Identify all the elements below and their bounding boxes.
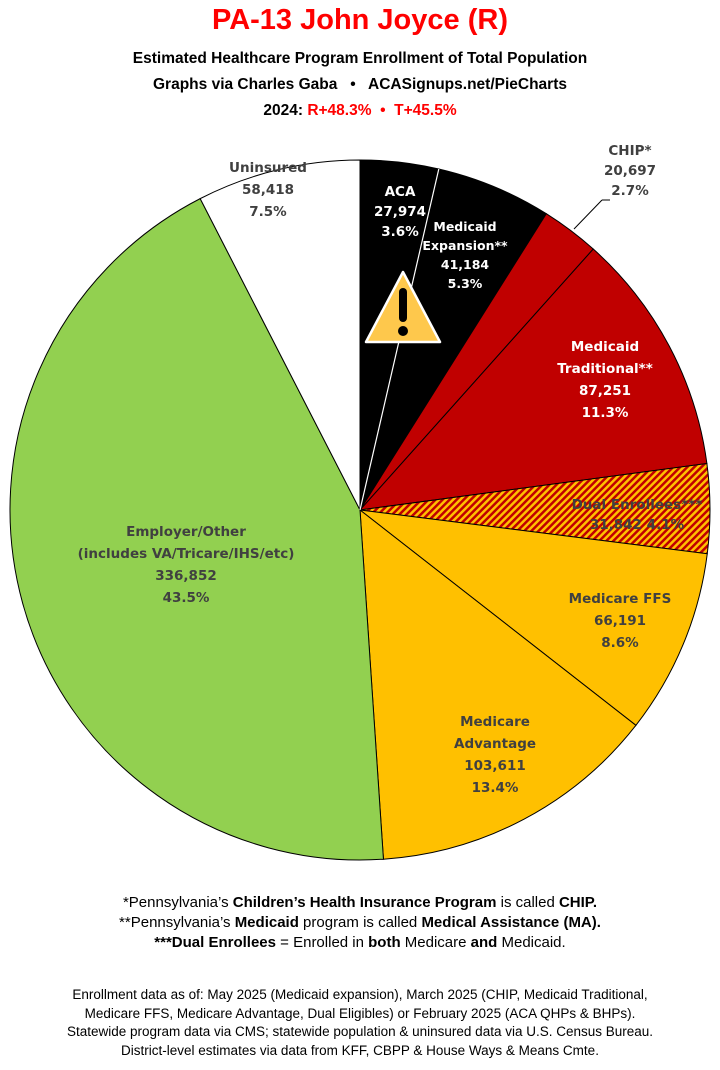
slice-value: 41,184: [440, 257, 490, 272]
footnote-text: *Pennsylvania’s: [122, 894, 233, 911]
slice-percent: 8.6%: [601, 635, 639, 651]
slice-value: 31,842: [589, 517, 642, 533]
slice-label: Advantage: [453, 736, 537, 752]
pie-slice-uninsured: [199, 159, 361, 511]
chart-title: PA-13 John Joyce (R): [212, 4, 508, 36]
slice-percent: 3.6%: [381, 224, 419, 240]
slice-value: 58,418: [241, 182, 295, 198]
footnote-bold-text: ***Dual Enrollees: [154, 934, 276, 951]
slice-value: 27,974: [373, 204, 427, 220]
pie-slice-medicare-ffs: [358, 509, 708, 727]
margin-values: R+48.3% • T+45.5%: [307, 102, 457, 119]
footnote-line: ***Dual Enrollees = Enrolled in both Med…: [0, 933, 720, 953]
slice-percent: 7.5%: [249, 204, 287, 220]
slice-percent: 11.3%: [581, 405, 629, 421]
footnote-bold-text: and: [470, 934, 498, 951]
footnote-bold-text: Medicaid: [234, 914, 299, 931]
slice-label: Medicaid: [570, 339, 640, 355]
slice-percent: 13.4%: [471, 780, 519, 796]
chart-subtitle: Estimated Healthcare Program Enrollment …: [132, 50, 588, 67]
footnote-bold-text: CHIP.: [558, 894, 598, 911]
footnote-text: program is called: [298, 914, 422, 931]
slice-percent: 43.5%: [162, 590, 210, 606]
slice-value: 20,697: [603, 163, 657, 179]
footnote-text: is called: [496, 894, 559, 911]
slice-sublabel: (includes VA/Tricare/IHS/etc): [77, 546, 295, 562]
slice-label: Employer/Other: [126, 524, 246, 540]
footnote-bold-text: both: [368, 934, 401, 951]
label-medicaid-traditional: Medicaid Traditional** 87,251 11.3%: [557, 336, 653, 424]
label-dual-enrollees: Dual Enrollees*** 31,842 4.1%: [572, 495, 703, 535]
source-line: District-level estimates via data from K…: [121, 1042, 599, 1058]
slice-label: Expansion**: [422, 238, 508, 253]
slice-label: Medicare: [460, 714, 530, 730]
slice-value: 336,852: [155, 568, 217, 584]
slice-value: 66,191: [593, 613, 647, 629]
slice-percent: 5.3%: [447, 276, 483, 291]
label-employer-other: Employer/Other (includes VA/Tricare/IHS/…: [78, 521, 295, 609]
slice-label: Medicaid: [433, 219, 497, 234]
source-line: Statewide program data via CMS; statewid…: [66, 1024, 654, 1039]
election-margins: 2024: R+48.3% • T+45.5%: [0, 102, 720, 120]
footnote-line: *Pennsylvania’s Children’s Health Insura…: [0, 893, 720, 913]
footnote-text: Medicaid.: [497, 934, 566, 951]
footnote-text: Medicare: [400, 934, 471, 951]
footnote-text: = Enrolled in: [276, 934, 369, 951]
pie-slice-medicaid-traditional: [358, 248, 708, 511]
warning-triangle-icon: [364, 270, 442, 344]
footnote-line: **Pennsylvania’s Medicaid program is cal…: [0, 913, 720, 933]
source-line: Enrollment data as of: May 2025 (Medicai…: [72, 987, 648, 1002]
label-chip: CHIP* 20,697 2.7%: [604, 141, 656, 201]
slice-value: 87,251: [578, 383, 632, 399]
source-notes: Enrollment data as of: May 2025 (Medicai…: [0, 986, 720, 1060]
label-medicare-advantage: Medicare Advantage 103,611 13.4%: [454, 711, 536, 799]
slice-label: Traditional**: [557, 361, 653, 377]
footnote-text: **Pennsylvania’s: [119, 914, 235, 931]
pie-slice-employer-other: [9, 197, 384, 861]
slice-label: ACA: [384, 184, 416, 200]
chart-credit: Graphs via Charles Gaba • ACASignups.net…: [153, 76, 567, 93]
slice-percent: 2.7%: [611, 183, 649, 199]
chip-leader-line: [573, 199, 603, 230]
label-aca: ACA 27,974 3.6%: [374, 182, 426, 242]
margin-prefix: 2024:: [263, 102, 308, 119]
slice-label: Uninsured: [229, 160, 307, 176]
slice-label: Dual Enrollees***: [571, 497, 703, 513]
footnotes: *Pennsylvania’s Children’s Health Insura…: [0, 893, 720, 953]
slice-value: 103,611: [464, 758, 526, 774]
slice-label: CHIP*: [608, 143, 652, 159]
slice-value-percent: 31,842 4.1%: [572, 515, 703, 535]
footnote-bold-text: Medical Assistance (MA).: [421, 914, 601, 931]
footnote-bold-text: Children’s Health Insurance Program: [232, 894, 497, 911]
label-uninsured: Uninsured 58,418 7.5%: [229, 157, 307, 223]
slice-label: Medicare FFS: [568, 591, 672, 607]
pie-slice-medicare-advantage: [359, 508, 637, 860]
label-medicare-ffs: Medicare FFS 66,191 8.6%: [569, 588, 672, 654]
slice-percent: 4.1%: [646, 517, 685, 533]
label-medicaid-expansion: Medicaid Expansion** 41,184 5.3%: [422, 217, 507, 293]
source-line: Medicare FFS, Medicare Advantage, Dual E…: [84, 1005, 636, 1021]
pie-chart: [9, 159, 711, 861]
